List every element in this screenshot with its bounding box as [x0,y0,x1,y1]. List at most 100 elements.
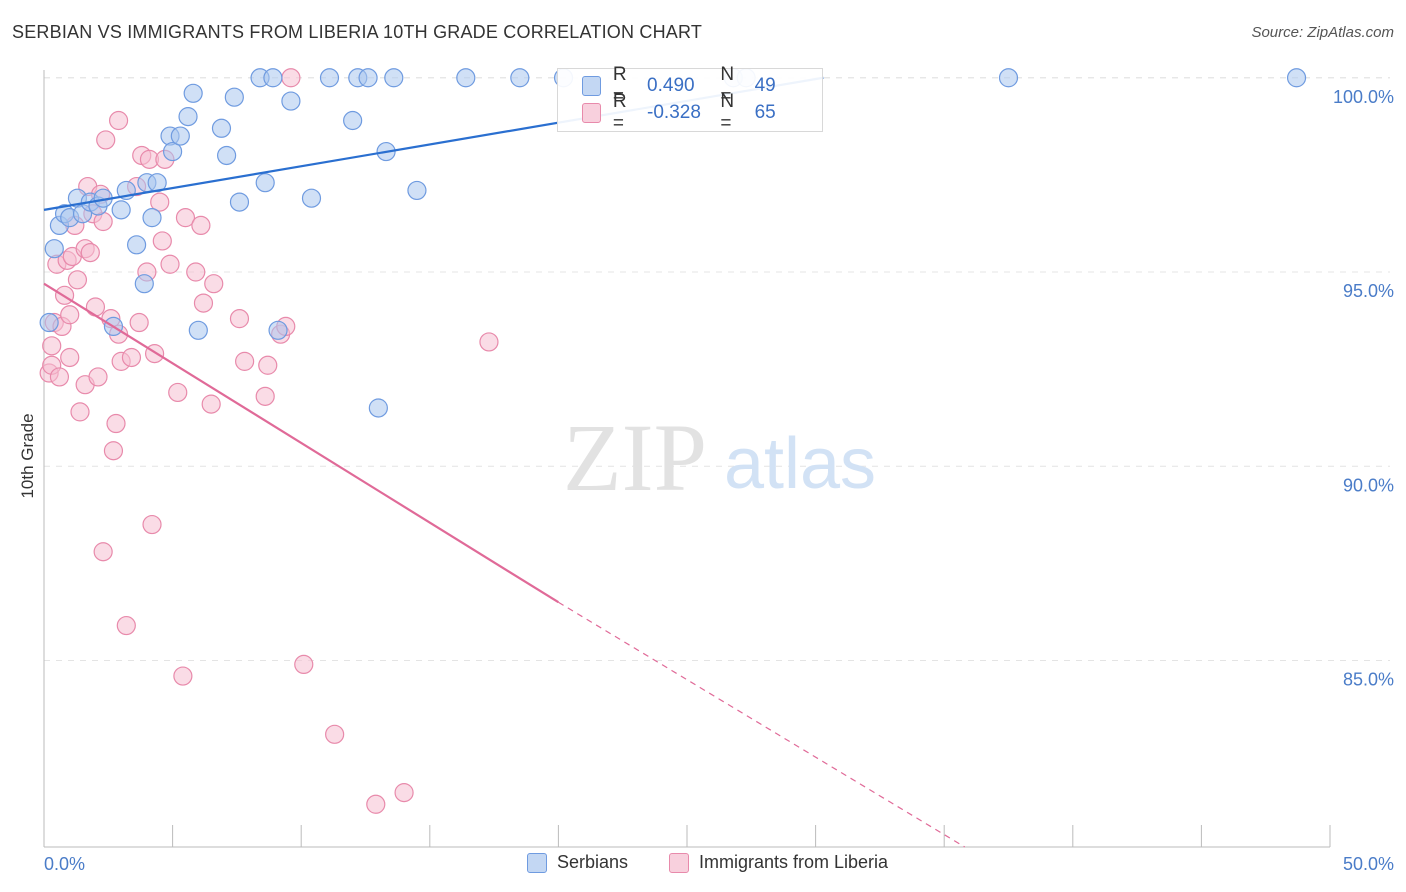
liberia-trend-extension [558,601,966,848]
axes [43,70,1331,848]
series-legend: Serbians Immigrants from Liberia [0,852,1406,876]
serbian-point [281,91,301,111]
source-label: Source: ZipAtlas.com [1251,24,1394,41]
liberia-point [121,347,142,368]
liberia-trend-line [43,282,559,604]
y-tick-label: 95.0% [1343,281,1394,301]
x-tick-label: 50.0% [1343,854,1394,874]
liberia-point [229,309,250,329]
liberia-point [93,542,113,562]
liberia-point [294,654,314,675]
legend-item-serbians[interactable]: Serbians [527,852,628,873]
liberia-point [85,297,106,317]
n-label: N = [720,91,735,134]
serbian-point [1286,68,1307,88]
watermark: ZIP atlas [563,404,876,511]
y-axis-label: 10th Grade [18,413,37,499]
serbian-point [134,274,154,294]
serbian-point [998,68,1019,88]
serbian-point [170,126,190,146]
liberia-point [129,312,149,333]
serbian-point [384,68,404,88]
serbian-point [268,320,288,340]
liberia-point [394,783,414,803]
liberia-legend-label: Immigrants from Liberia [699,852,889,872]
liberia-point [42,336,62,356]
serbians-r-value: 0.490 [647,75,695,96]
liberia-point [108,110,129,131]
serbian-point [407,180,427,201]
liberia-point [142,514,162,535]
liberia-point [168,382,188,403]
liberia-legend-swatch [669,852,689,873]
serbian-point [142,208,162,228]
serbian-point [510,68,530,88]
y-tick-label: 100.0% [1333,87,1394,107]
legend-item-liberia[interactable]: Immigrants from Liberia [669,852,888,873]
serbians-n-value: 49 [754,75,776,96]
liberia-point [116,615,136,636]
liberia-point [96,130,116,150]
liberia-point [193,293,214,313]
serbian-point [358,68,378,88]
liberia-point [281,68,301,88]
watermark-atlas: atlas [724,424,876,504]
liberia-point [60,305,80,325]
y-tick-label: 90.0% [1343,475,1394,495]
serbian-point [188,320,208,340]
n-label: N = [720,64,735,107]
liberia-point [152,231,172,251]
serbian-point [183,83,203,103]
liberia-point [255,386,275,406]
legend-row-serbians: R = 0.490 N = 49 [582,64,822,107]
x-tick-label: 0.0% [44,854,85,874]
liberia-point [88,367,108,387]
liberia-point [191,215,211,235]
serbian-point [263,68,283,88]
serbians-swatch [582,76,601,96]
r-label: R = [612,91,627,134]
liberia-point [175,208,196,228]
liberia-point [235,351,255,371]
serbian-point [39,312,59,333]
serbian-point [224,87,244,107]
serbian-point [44,239,64,259]
liberia-point [70,402,90,422]
serbian-point [217,145,237,166]
liberia-point [201,394,221,414]
serbian-point [229,192,250,212]
serbian-point [319,68,340,88]
serbians-legend-label: Serbians [557,852,629,872]
x-tick-labels: 0.0% 50.0% [44,854,1394,874]
liberia-point [103,441,124,461]
serbian-point [255,173,275,193]
y-tick-labels: 85.0% 90.0% 95.0% 100.0% [1333,87,1394,690]
serbian-point [111,200,131,220]
serbian-point [211,118,232,138]
liberia-point [366,794,386,814]
liberia-r-value: -0.328 [647,102,701,123]
liberia-point [479,332,499,352]
serbian-point [456,68,476,88]
serbians-legend-swatch [527,852,547,873]
liberia-point [150,192,170,212]
liberia-point [173,666,193,686]
y-tick-label: 85.0% [1343,670,1394,690]
liberia-point [49,367,70,387]
liberia-point [60,347,80,368]
liberia-point [80,242,100,263]
serbian-point [368,398,388,418]
stats-legend: R = 0.490 N = 49 R = -0.328 N = 65 [557,64,823,134]
legend-row-liberia: R = -0.328 N = 65 [582,91,822,134]
liberia-point [204,274,224,294]
liberia-swatch [582,103,601,123]
serbian-point [163,141,183,162]
r-label: R = [612,64,627,107]
liberia-point [160,254,180,274]
liberia-point [325,724,345,744]
serbian-point [301,188,322,208]
liberia-point [106,413,126,434]
serbian-point [343,110,363,131]
liberia-point [258,355,278,375]
